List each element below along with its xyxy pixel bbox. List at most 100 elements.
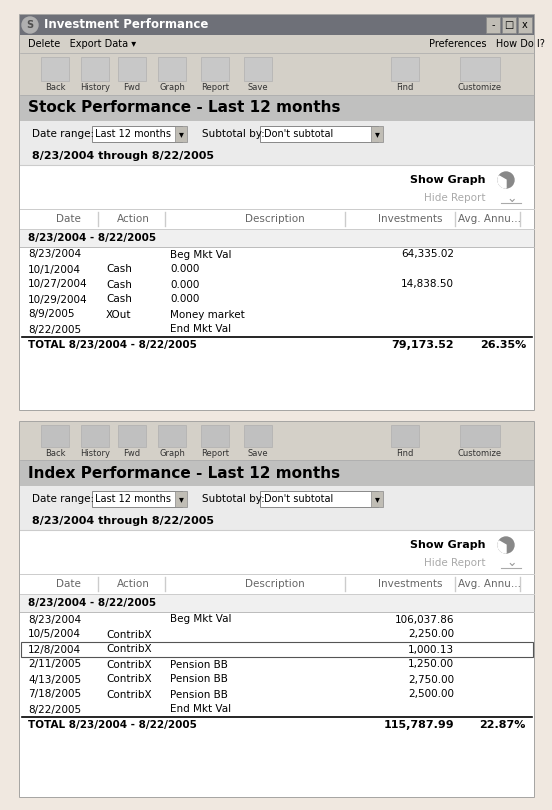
Text: 10/29/2004: 10/29/2004 — [28, 295, 88, 305]
Text: TOTAL 8/23/2004 - 8/22/2005: TOTAL 8/23/2004 - 8/22/2005 — [28, 720, 197, 730]
Text: Find: Find — [396, 83, 413, 92]
Text: S: S — [26, 20, 34, 30]
Bar — [20, 512, 534, 530]
Text: 64,335.02: 64,335.02 — [401, 249, 454, 259]
Bar — [175, 491, 187, 507]
Text: 115,787.99: 115,787.99 — [384, 720, 454, 730]
Text: 7/18/2005: 7/18/2005 — [28, 689, 81, 700]
Text: Save: Save — [248, 449, 268, 458]
Text: Investments: Investments — [378, 214, 442, 224]
Bar — [158, 57, 186, 81]
Text: 8/23/2004 through 8/22/2005: 8/23/2004 through 8/22/2005 — [32, 516, 214, 526]
Wedge shape — [498, 176, 506, 188]
Text: Pension BB: Pension BB — [170, 689, 228, 700]
Bar — [201, 425, 229, 447]
Text: Don't subtotal: Don't subtotal — [264, 494, 333, 504]
Bar — [244, 57, 272, 81]
Text: Cash: Cash — [106, 265, 132, 275]
Text: Don't subtotal: Don't subtotal — [264, 129, 333, 139]
Text: Find: Find — [396, 449, 413, 458]
Text: 2,500.00: 2,500.00 — [408, 689, 454, 700]
Text: Date range:: Date range: — [32, 494, 94, 504]
Text: ▾: ▾ — [375, 129, 379, 139]
Bar — [20, 530, 534, 797]
Bar — [175, 126, 187, 142]
Text: 10/1/2004: 10/1/2004 — [28, 265, 81, 275]
Text: Date: Date — [56, 214, 81, 224]
Bar — [20, 95, 534, 121]
Text: ContribX: ContribX — [106, 659, 152, 670]
Text: End Mkt Val: End Mkt Val — [170, 325, 231, 335]
Text: 2,250.00: 2,250.00 — [408, 629, 454, 640]
Text: □: □ — [505, 20, 513, 30]
Text: History: History — [80, 449, 110, 458]
Text: 12/8/2004: 12/8/2004 — [28, 645, 81, 654]
Bar — [371, 491, 383, 507]
Text: 0.000: 0.000 — [170, 295, 199, 305]
Text: Report: Report — [201, 449, 229, 458]
Bar — [41, 425, 69, 447]
Text: Beg Mkt Val: Beg Mkt Val — [170, 249, 231, 259]
Text: Save: Save — [248, 83, 268, 92]
Text: Last 12 months: Last 12 months — [95, 494, 171, 504]
Bar — [20, 460, 534, 486]
Bar — [486, 17, 500, 33]
Bar — [460, 57, 500, 81]
Text: 8/23/2004 - 8/22/2005: 8/23/2004 - 8/22/2005 — [28, 233, 156, 243]
Text: Last 12 months: Last 12 months — [95, 129, 171, 139]
Text: 14,838.50: 14,838.50 — [401, 279, 454, 289]
Text: Money market: Money market — [170, 309, 245, 319]
Text: ContribX: ContribX — [106, 689, 152, 700]
Text: 8/22/2005: 8/22/2005 — [28, 325, 81, 335]
Text: -: - — [491, 20, 495, 30]
Text: Fwd: Fwd — [124, 83, 141, 92]
Text: End Mkt Val: End Mkt Val — [170, 705, 231, 714]
Text: Date range:: Date range: — [32, 129, 94, 139]
Text: ▾: ▾ — [178, 494, 183, 504]
Text: Delete   Export Data ▾: Delete Export Data ▾ — [28, 39, 136, 49]
Text: Description: Description — [245, 579, 305, 589]
Bar — [81, 57, 109, 81]
Text: 106,037.86: 106,037.86 — [395, 615, 454, 625]
Text: 26.35%: 26.35% — [480, 340, 526, 350]
Text: Back: Back — [45, 449, 65, 458]
Text: ⌄: ⌄ — [507, 556, 517, 569]
Text: XOut: XOut — [106, 309, 131, 319]
Text: Back: Back — [45, 83, 65, 92]
Text: Show Graph: Show Graph — [411, 540, 486, 550]
Bar — [20, 165, 534, 410]
Text: Hide Report: Hide Report — [424, 193, 486, 203]
Bar — [20, 422, 534, 797]
Text: Cash: Cash — [106, 279, 132, 289]
Text: x: x — [522, 20, 528, 30]
Circle shape — [498, 172, 514, 188]
Bar — [20, 422, 534, 460]
Text: ContribX: ContribX — [106, 645, 152, 654]
Bar — [20, 147, 534, 165]
Bar — [518, 17, 532, 33]
Text: ⌄: ⌄ — [507, 191, 517, 204]
Bar — [20, 486, 534, 512]
Text: Show Graph: Show Graph — [411, 175, 486, 185]
Circle shape — [498, 537, 514, 553]
Bar — [20, 35, 534, 53]
Bar — [41, 57, 69, 81]
Text: Graph: Graph — [159, 83, 185, 92]
Text: 1,250.00: 1,250.00 — [408, 659, 454, 670]
Bar — [391, 425, 419, 447]
Bar — [20, 53, 534, 95]
Text: Subtotal by:: Subtotal by: — [202, 129, 265, 139]
Text: 0.000: 0.000 — [170, 279, 199, 289]
Text: Investment Performance: Investment Performance — [44, 19, 208, 32]
Text: 2/11/2005: 2/11/2005 — [28, 659, 81, 670]
Text: Description: Description — [245, 214, 305, 224]
Bar — [244, 425, 272, 447]
Text: Investments: Investments — [378, 579, 442, 589]
Text: Customize: Customize — [458, 449, 502, 458]
Text: 8/23/2004: 8/23/2004 — [28, 249, 81, 259]
Text: Avg. Annu...: Avg. Annu... — [459, 579, 522, 589]
Bar — [20, 229, 534, 247]
Text: TOTAL 8/23/2004 - 8/22/2005: TOTAL 8/23/2004 - 8/22/2005 — [28, 340, 197, 350]
Bar — [201, 57, 229, 81]
Text: Pension BB: Pension BB — [170, 659, 228, 670]
